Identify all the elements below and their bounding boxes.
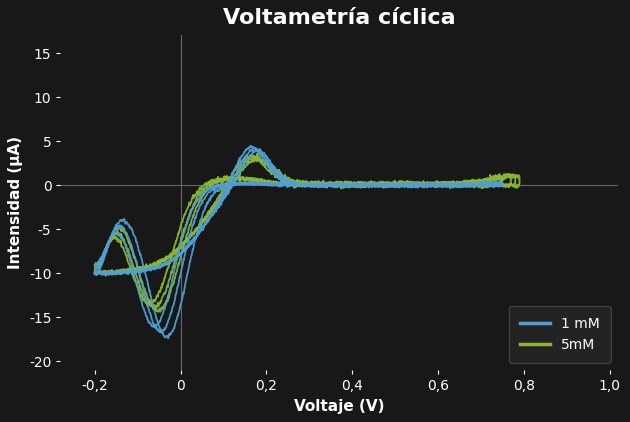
- X-axis label: Voltaje (V): Voltaje (V): [294, 399, 384, 414]
- Legend: 1 mM, 5mM: 1 mM, 5mM: [508, 306, 611, 363]
- Title: Voltametría cíclica: Voltametría cíclica: [223, 8, 455, 28]
- Y-axis label: Intensidad (μA): Intensidad (μA): [8, 136, 23, 269]
